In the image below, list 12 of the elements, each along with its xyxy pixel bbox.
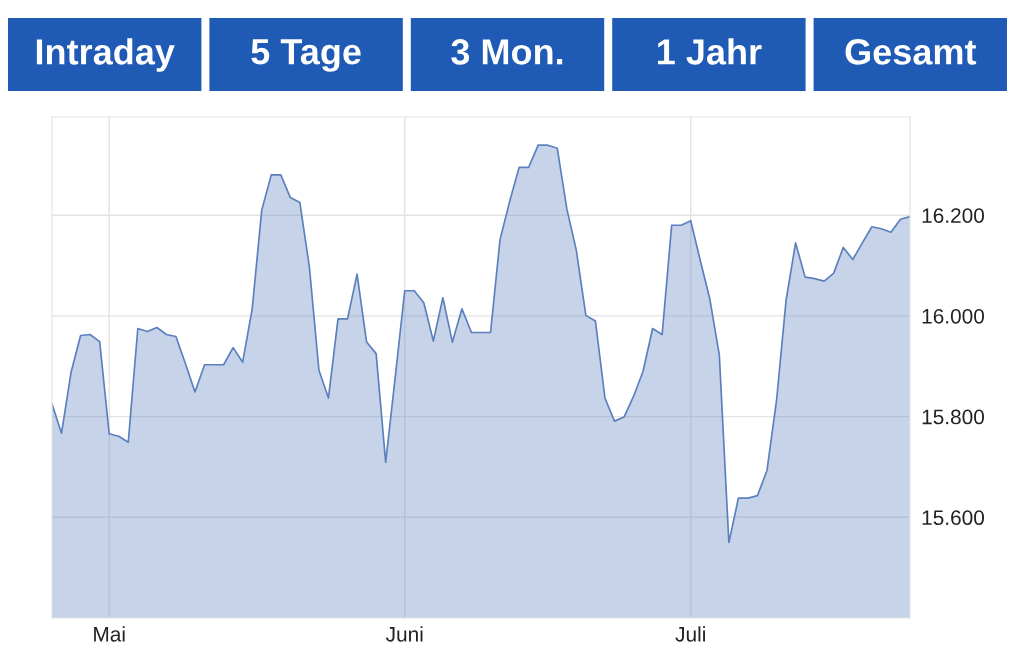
y-tick-label: 16.000 bbox=[922, 308, 985, 324]
text: Intraday bbox=[36, 38, 175, 72]
text: Gesamt bbox=[845, 39, 977, 65]
text: 1 Jahr bbox=[657, 38, 762, 65]
x-tick-label: Juli bbox=[675, 626, 705, 642]
text: 3 Mon. bbox=[451, 39, 563, 65]
x-tick-label: Juni bbox=[385, 626, 423, 642]
y-tick-label: 15.600 bbox=[922, 510, 985, 526]
text: 5 Tage bbox=[251, 39, 361, 72]
y-tick-label: 15.800 bbox=[922, 409, 985, 425]
x-tick-label: Mai bbox=[94, 626, 125, 642]
y-tick-label: 16.200 bbox=[922, 208, 985, 223]
